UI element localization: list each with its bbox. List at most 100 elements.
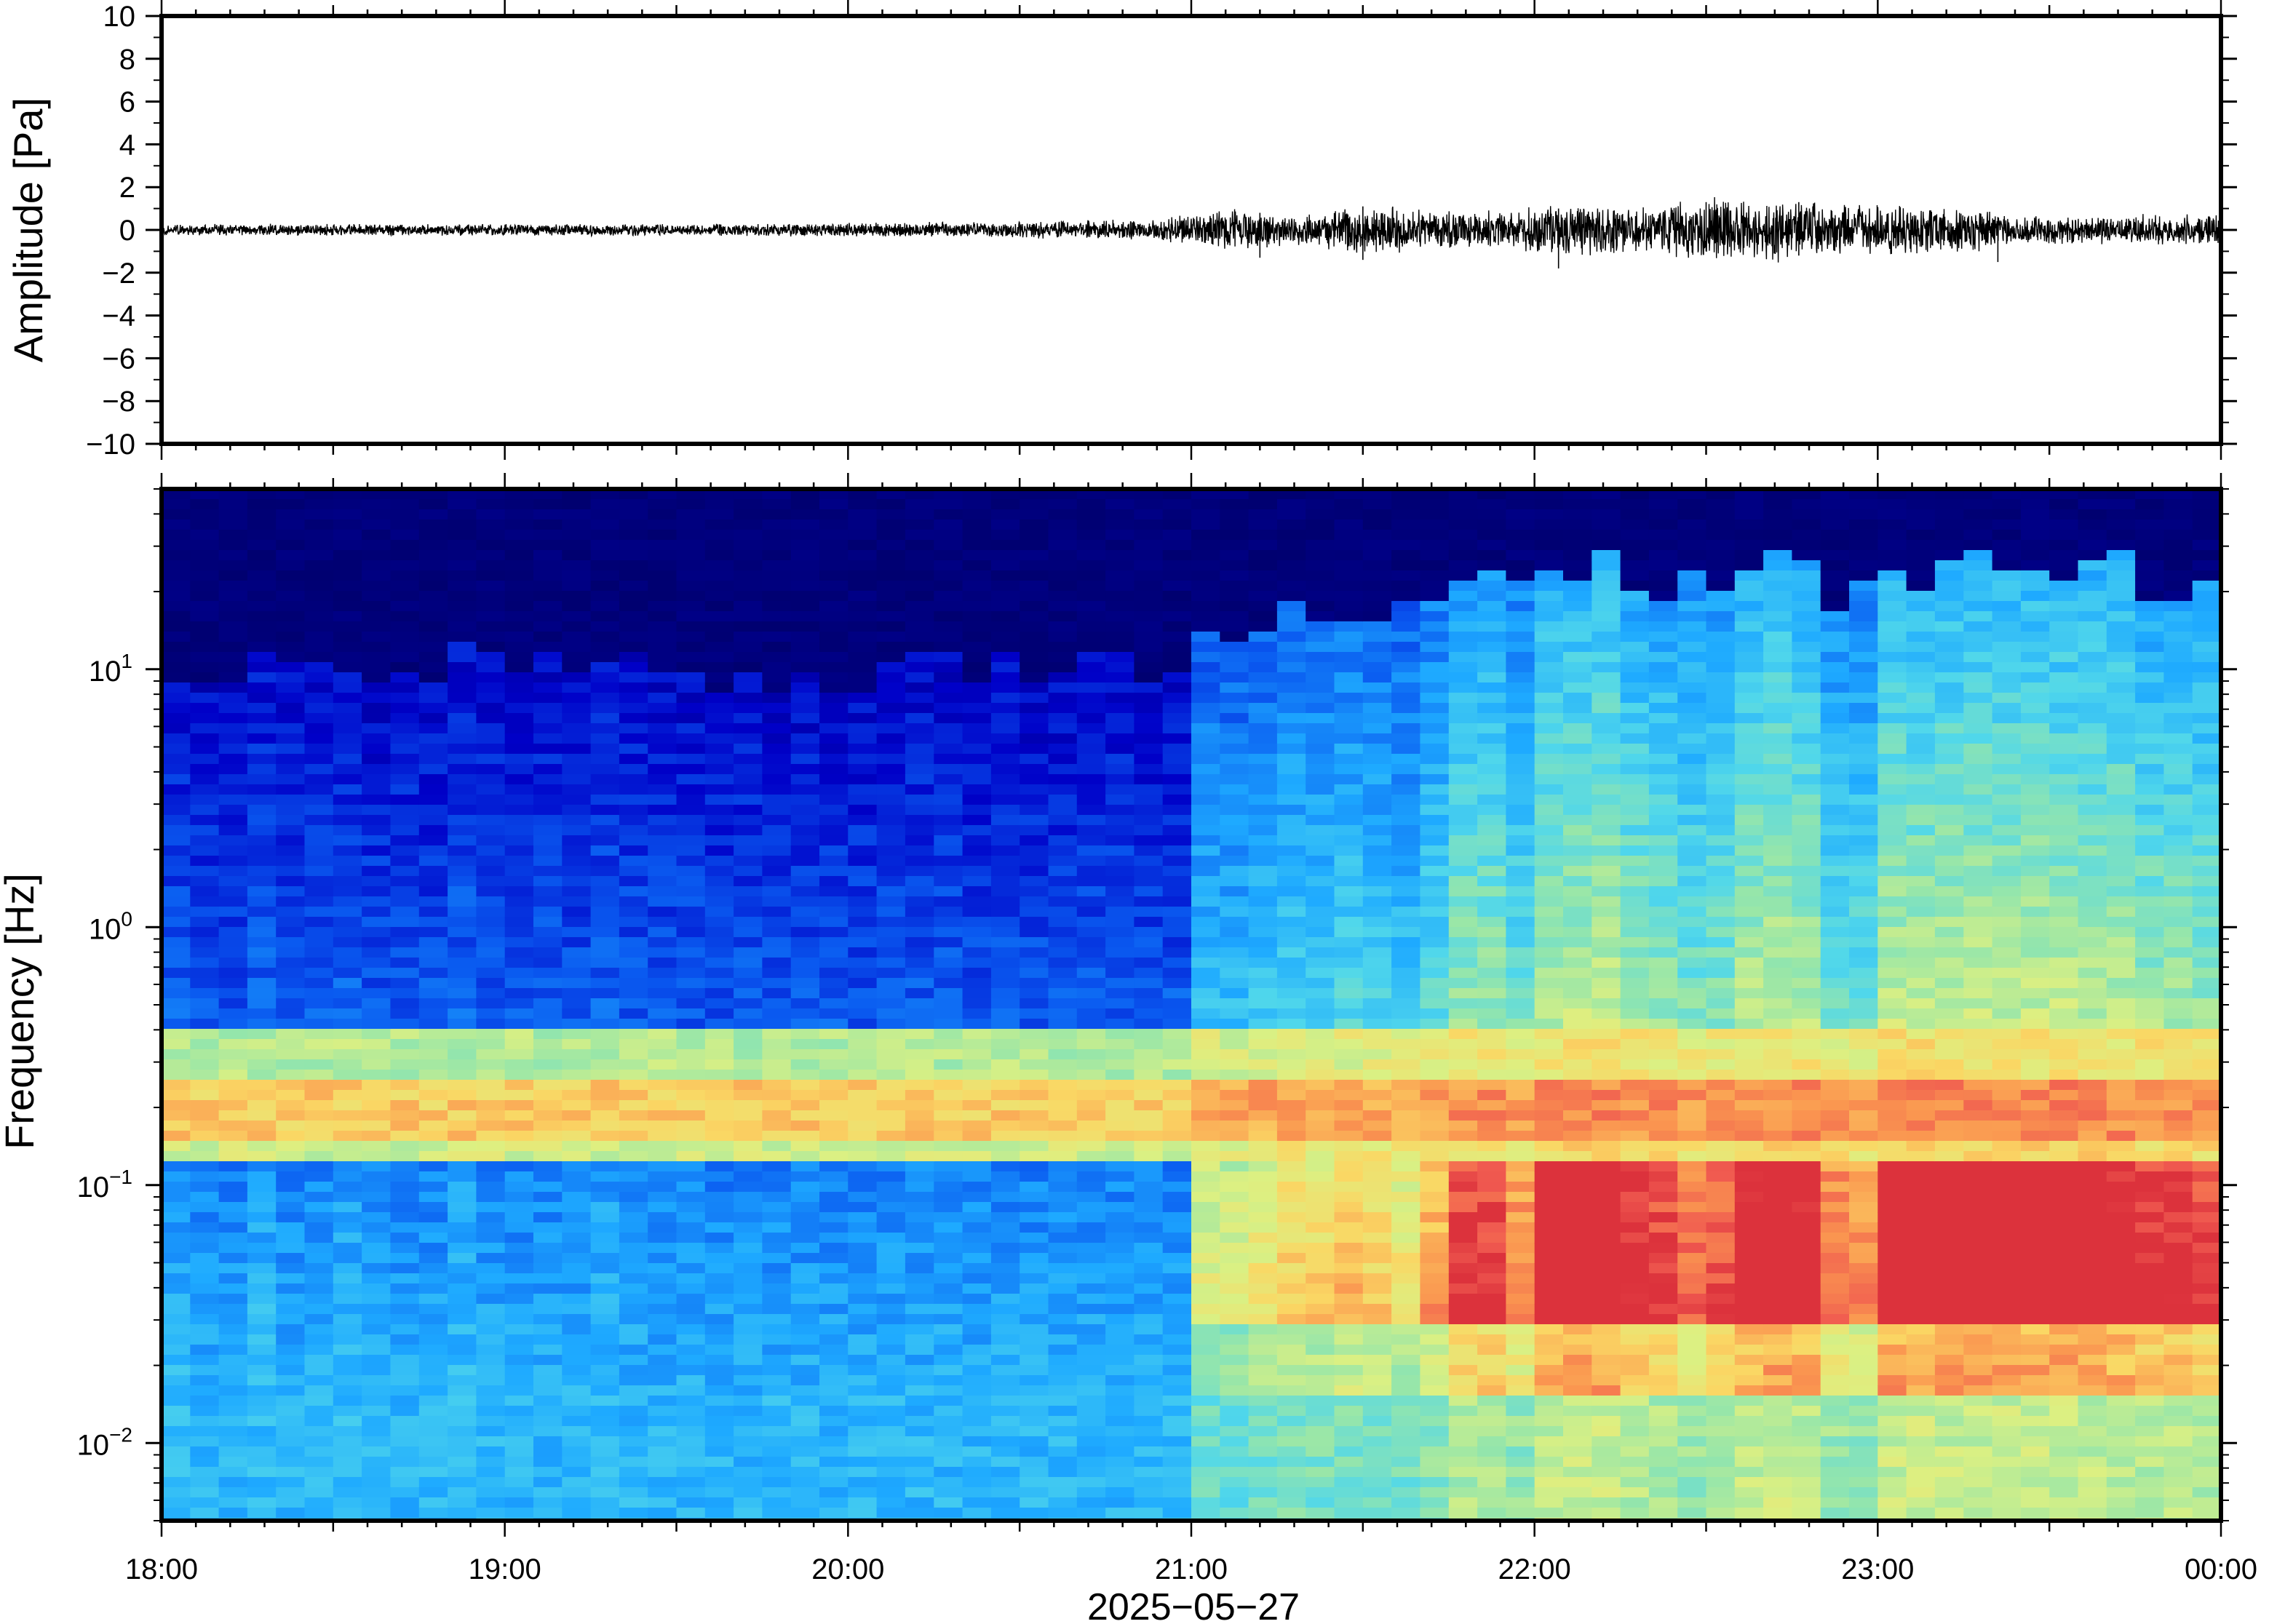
spectrogram-cell [934, 1243, 963, 1254]
spectrogram-cell [247, 652, 277, 663]
spectrogram-cell [1248, 621, 1278, 632]
spectrogram-cell [1191, 1375, 1220, 1386]
spectrogram-cell [648, 1141, 677, 1152]
spectrogram-cell [276, 540, 306, 551]
spectrogram-cell [1248, 1151, 1278, 1162]
spectrogram-cell [418, 540, 448, 551]
spectrogram-cell [418, 1171, 448, 1182]
spectrogram-cell [247, 805, 277, 816]
spectrogram-cell [162, 764, 191, 775]
spectrogram-cell [962, 876, 992, 887]
spectrogram-cell [905, 1446, 934, 1457]
spectrogram-cell [1048, 1121, 1078, 1131]
spectrogram-cell [190, 876, 220, 887]
spectrogram-cell [619, 1222, 648, 1233]
spectrogram-cell [276, 988, 306, 999]
spectrogram-cell [848, 1263, 878, 1274]
spectrogram-cell [1076, 499, 1106, 510]
spectrogram-cell [247, 1396, 277, 1406]
spectrogram-cell [276, 1436, 306, 1447]
spectrogram-cell [448, 1416, 477, 1427]
spectrogram-cell [962, 978, 992, 989]
spectrogram-cell [362, 968, 391, 979]
spectrogram-cell [876, 1100, 906, 1111]
spectrogram-cell [1134, 917, 1164, 928]
spectrogram-cell [1306, 825, 1335, 836]
spectrogram-cell [1448, 1457, 1478, 1468]
spectrogram-cell [476, 570, 506, 581]
spectrogram-cell [333, 1110, 362, 1121]
spectrogram-cell [247, 845, 277, 856]
spectrogram-cell [648, 1304, 677, 1315]
spectrogram-cell [819, 1508, 849, 1518]
spectrogram-cell [1191, 1426, 1220, 1437]
spectrogram-cell [590, 1273, 620, 1284]
spectrogram-cell [162, 1396, 191, 1406]
spectrogram-cell [1362, 774, 1392, 785]
spectrogram-cell [1048, 896, 1078, 907]
spectrogram-cell [304, 1365, 334, 1376]
spectrogram-cell [448, 570, 477, 581]
spectrogram-cell [905, 632, 934, 642]
spectrogram-cell [533, 1497, 563, 1508]
spectrogram-cell [333, 1477, 362, 1488]
spectrogram-cell [276, 1385, 306, 1396]
spectrogram-cell [333, 520, 362, 530]
spectrogram-cell [1420, 632, 1450, 642]
spectrogram-cell [418, 958, 448, 968]
spectrogram-cell [362, 1497, 391, 1508]
spectrogram-cell [162, 1151, 191, 1162]
spectrogram-cell [1248, 1334, 1278, 1345]
spectrogram-cell [1220, 1121, 1249, 1131]
spectrogram-cell [533, 784, 563, 795]
spectrogram-cell [1076, 998, 1106, 1009]
spectrogram-cell [734, 815, 763, 826]
spectrogram-cell [1306, 1171, 1335, 1182]
spectrogram-cell [504, 917, 534, 928]
spectrogram-cell [504, 896, 534, 907]
spectrogram-cell [876, 1110, 906, 1121]
spectrogram-cell [218, 570, 248, 581]
spectrogram-cell [1105, 601, 1134, 612]
spectrogram-cell [362, 621, 391, 632]
spectrogram-cell [362, 1019, 391, 1030]
spectrogram-cell [1076, 520, 1106, 530]
spectrogram-cell [619, 988, 648, 999]
spectrogram-cell [1362, 805, 1392, 816]
spectrogram-cell [533, 1345, 563, 1356]
spectrogram-cell [734, 795, 763, 805]
spectrogram-cell [304, 1314, 334, 1325]
spectrogram-cell [762, 1039, 792, 1050]
spectrogram-cell [848, 1375, 878, 1386]
waveform-ytick-label: 0 [119, 215, 135, 247]
spectrogram-cell [448, 856, 477, 867]
spectrogram-cell [648, 1039, 677, 1050]
spectrogram-cell [304, 693, 334, 704]
spectrogram-cell [448, 1477, 477, 1488]
spectrogram-cell [819, 1304, 849, 1315]
spectrogram-cell [1048, 764, 1078, 775]
spectrogram-cell [218, 723, 248, 734]
spectrogram-cell [533, 988, 563, 999]
spectrogram-cell [304, 1345, 334, 1356]
spectrogram-cell [418, 1355, 448, 1366]
spectrogram-cell [190, 1019, 220, 1030]
spectrogram-cell [1477, 581, 1506, 592]
spectrogram-cell [304, 581, 334, 592]
spectrogram-cell [304, 896, 334, 907]
spectrogram-cell [333, 1121, 362, 1131]
spectrogram-cell [1306, 1263, 1335, 1274]
spectrogram-cell [1162, 795, 1192, 805]
spectrogram-cell [1334, 642, 1364, 653]
spectrogram-cell [819, 856, 849, 867]
spectrogram-cell [590, 540, 620, 551]
spectrogram-cell [734, 978, 763, 989]
spectrogram-cell [790, 672, 820, 683]
spectrogram-cell [1220, 1059, 1249, 1070]
spectrogram-cell [734, 784, 763, 795]
spectrogram-cell [819, 784, 849, 795]
spectrogram-cell [1477, 1039, 1506, 1050]
spectrogram-cell [819, 907, 849, 918]
spectrogram-cell [1162, 937, 1192, 948]
spectrogram-cell [190, 1365, 220, 1376]
